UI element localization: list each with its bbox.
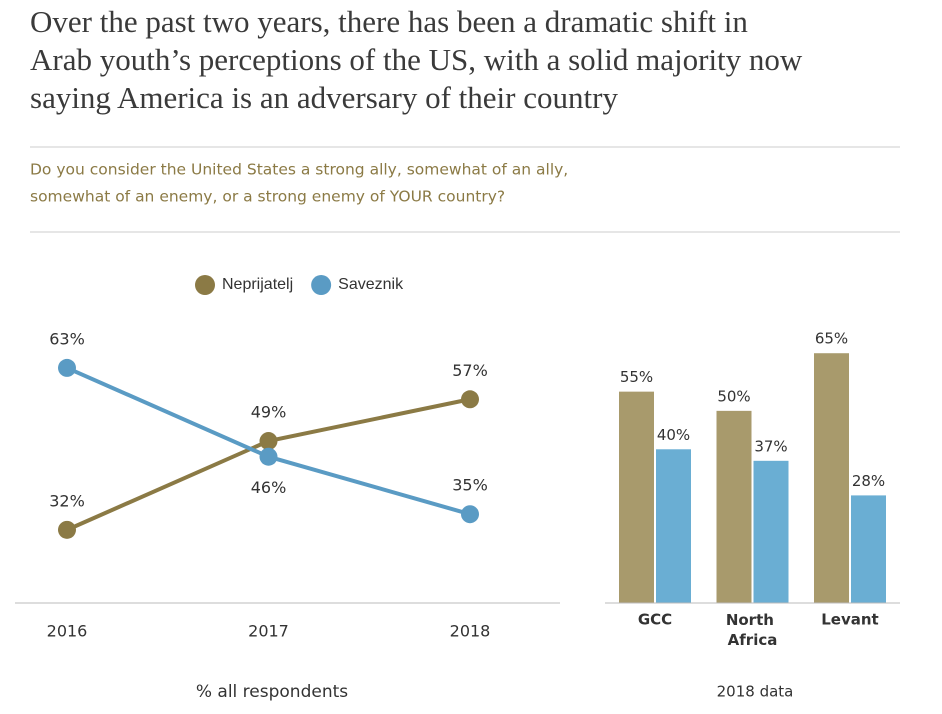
value-label: 28% bbox=[852, 472, 885, 490]
bar bbox=[851, 495, 886, 603]
value-label: 57% bbox=[452, 361, 488, 380]
bar bbox=[716, 410, 752, 603]
bar bbox=[753, 460, 789, 603]
x-tick-label: Levant bbox=[821, 611, 878, 629]
value-label: 35% bbox=[452, 476, 488, 495]
x-tick-label: 2016 bbox=[47, 622, 88, 641]
legend-label: Saveznik bbox=[338, 276, 404, 293]
chart-note: 2018 data bbox=[717, 683, 794, 701]
point bbox=[58, 520, 76, 539]
legend-marker bbox=[311, 275, 332, 295]
chart-note: % all respondents bbox=[196, 682, 348, 702]
value-label: 65% bbox=[815, 330, 848, 348]
value-label: 50% bbox=[717, 387, 750, 405]
point bbox=[461, 505, 479, 524]
bar bbox=[656, 449, 691, 603]
point bbox=[58, 358, 76, 377]
value-label: 55% bbox=[620, 368, 653, 386]
bar bbox=[619, 391, 654, 603]
legend-label: Neprijatelj bbox=[222, 276, 293, 293]
title-line: Over the past two years, there has been … bbox=[30, 4, 748, 39]
x-tick-label: North Africa bbox=[726, 611, 779, 649]
point bbox=[259, 447, 278, 466]
legend-marker bbox=[195, 275, 215, 295]
value-label: 63% bbox=[49, 329, 85, 348]
point bbox=[461, 390, 479, 409]
question-line: somewhat of an enemy, or a strong enemy … bbox=[30, 188, 505, 206]
title-line: Arab youth’s perceptions of the US, with… bbox=[30, 42, 803, 77]
point bbox=[259, 432, 278, 451]
value-label: 40% bbox=[657, 426, 690, 444]
value-label: 46% bbox=[251, 478, 287, 497]
title-line: saying America is an adversary of their … bbox=[30, 80, 618, 115]
value-label: 37% bbox=[754, 437, 787, 455]
x-tick-label: 2017 bbox=[248, 622, 289, 641]
value-label: 49% bbox=[251, 403, 287, 422]
value-label: 32% bbox=[49, 491, 85, 510]
question-line: Do you consider the United States a stro… bbox=[30, 161, 568, 179]
x-tick-label: 2018 bbox=[450, 622, 491, 641]
x-tick-label: GCC bbox=[638, 611, 672, 629]
bar bbox=[814, 353, 849, 603]
